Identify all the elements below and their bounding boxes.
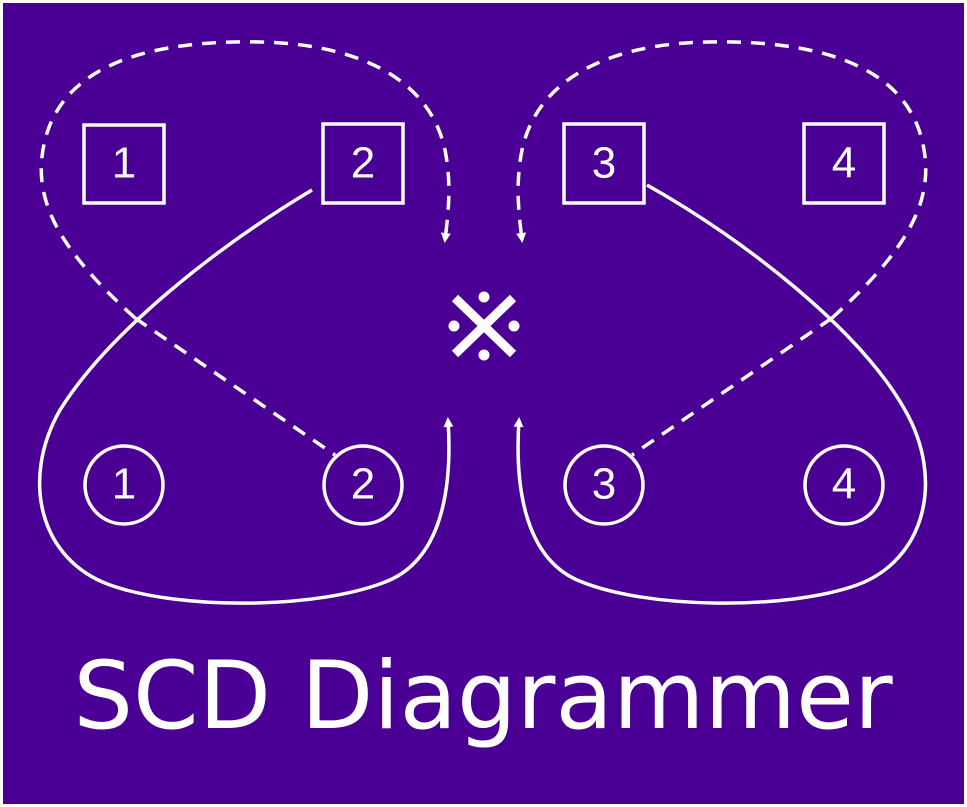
circle-node-2: 2 [322, 444, 404, 526]
solid-loop-left [38, 188, 454, 605]
logo-title: SCD Diagrammer [73, 642, 893, 751]
square-node-2: 2 [321, 122, 405, 205]
square-node-4: 4 [802, 122, 886, 205]
square-node-3-label: 3 [592, 139, 616, 188]
circle-node-1: 1 [83, 444, 165, 526]
circle-node-2-label: 2 [351, 460, 375, 509]
dashed-loop-left [39, 40, 451, 320]
square-node-3: 3 [562, 122, 646, 205]
square-node-4-label: 4 [832, 139, 856, 188]
dashed-line-to-circle-3 [631, 316, 833, 457]
circle-node-4: 4 [803, 444, 885, 526]
circle-node-1-label: 1 [112, 460, 136, 509]
circle-node-4-label: 4 [832, 460, 856, 509]
square-node-1-label: 1 [112, 139, 136, 188]
solid-loop-right [513, 183, 928, 605]
dashed-loop-right [516, 40, 928, 320]
square-node-2-label: 2 [351, 139, 375, 188]
circle-node-3: 3 [563, 444, 645, 526]
circle-node-3-label: 3 [592, 460, 616, 509]
square-node-1: 1 [82, 123, 166, 205]
reference-mark-icon [448, 291, 520, 361]
dashed-line-to-circle-2 [134, 316, 336, 457]
